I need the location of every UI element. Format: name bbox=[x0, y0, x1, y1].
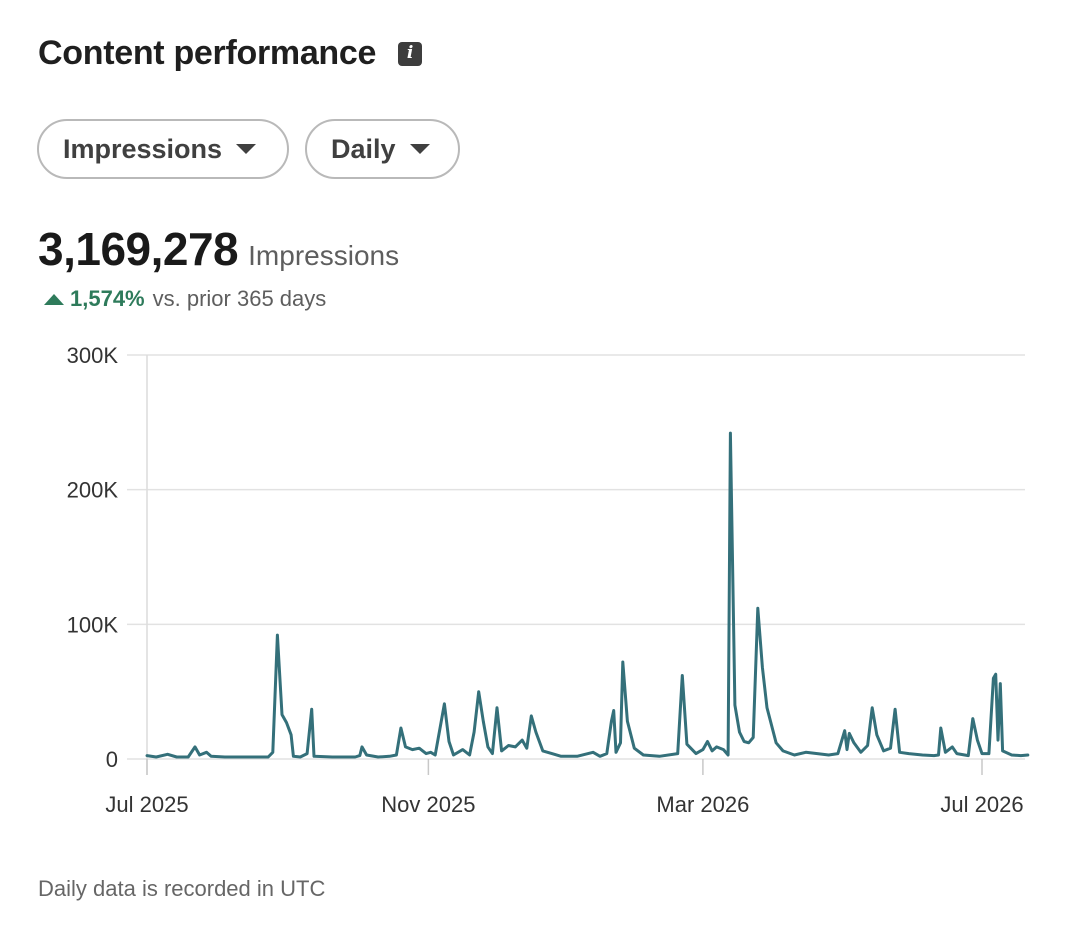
x-tick-label: Jul 2026 bbox=[940, 792, 1023, 817]
summary: 3,169,278 Impressions bbox=[38, 222, 399, 276]
footer-note: Daily data is recorded in UTC bbox=[38, 876, 326, 901]
x-tick-label: Jul 2025 bbox=[105, 792, 188, 817]
arrow-up-icon bbox=[44, 293, 64, 305]
chevron-down-icon bbox=[236, 144, 257, 154]
chevron-down-icon bbox=[409, 144, 430, 154]
total-unit: Impressions bbox=[248, 240, 400, 271]
page-title: Content performance bbox=[38, 34, 377, 72]
total-impressions: 3,169,278 bbox=[38, 223, 239, 275]
x-tick-label: Mar 2026 bbox=[656, 792, 749, 817]
metric-dropdown-label: Impressions bbox=[63, 133, 223, 164]
y-tick-label: 0 bbox=[106, 747, 118, 772]
period-dropdown-label: Daily bbox=[331, 133, 396, 164]
period-dropdown[interactable]: Daily bbox=[305, 119, 460, 179]
change-label: vs. prior 365 days bbox=[152, 286, 327, 311]
impressions-line-chart: 0 100K 200K 300K Jul 2025 Nov 2025 Mar 2026 Jul… bbox=[67, 343, 1030, 817]
series-line bbox=[145, 431, 1030, 759]
header: Content performance i bbox=[38, 34, 423, 73]
change-indicator: 1,574% vs. prior 365 days bbox=[44, 286, 326, 312]
y-tick-label: 200K bbox=[67, 478, 119, 503]
y-tick-label: 100K bbox=[67, 612, 119, 637]
metric-dropdown[interactable]: Impressions bbox=[37, 119, 289, 179]
x-tick-label: Nov 2025 bbox=[381, 792, 475, 817]
info-icon[interactable]: i bbox=[398, 41, 423, 66]
y-tick-label: 300K bbox=[67, 343, 119, 368]
change-value: 1,574% bbox=[70, 286, 145, 311]
